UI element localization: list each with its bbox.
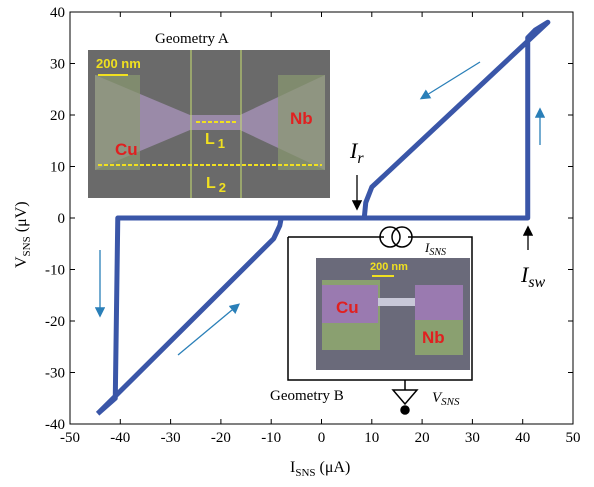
length-subscript: 2 [219,180,226,195]
material-label: Nb [422,328,445,347]
svg-text:ISNS(μA): ISNS(μA) [290,459,350,479]
svg-text:VSNS(μV): VSNS (μV) [13,201,33,268]
y-tick-label: -20 [45,314,65,330]
annotation-subscript: r [357,150,364,167]
y-axis-label: V [13,256,30,268]
y-tick-label: -40 [45,417,65,433]
x-tick-label: 20 [415,430,430,446]
length-label: L [205,131,215,148]
y-tick-label: 30 [50,57,65,73]
annotation-subscript: sw [528,274,545,291]
x-tick-label: 0 [318,430,326,446]
x-axis-unit: (μA) [320,459,351,476]
x-tick-label: 30 [465,430,480,446]
y-tick-label: 0 [58,211,66,227]
chart: -50-40-30-20-1001020304050-40-30-20-1001… [0,0,594,487]
material-label: Cu [115,140,138,159]
svg-text:Ir: Ir [349,138,364,167]
y-tick-label: 40 [50,5,65,21]
svg-text:VSNS: VSNS [432,390,460,408]
y-axis-subscript: SNS [21,236,33,256]
annotation-subscript: SNS [429,247,446,258]
annotation-subscript: SNS [441,396,460,408]
y-tick-label: -10 [45,263,65,279]
y-axis-unit: (μV) [13,201,30,232]
x-tick-label: -10 [261,430,281,446]
x-tick-label: -20 [211,430,231,446]
inset-title: Geometry B [270,388,344,404]
length-label: L [206,175,216,192]
material-label: Cu [336,298,359,317]
scale-label: 200 nm [96,56,141,71]
y-tick-label: -30 [45,366,65,382]
svg-text:ISNS: ISNS [424,240,446,258]
x-axis-subscript: SNS [295,467,315,479]
scale-label: 200 nm [370,261,408,273]
length-subscript: 1 [218,136,225,151]
x-tick-label: -30 [161,430,181,446]
x-tick-label: -40 [110,430,130,446]
inset-b-image: 200 nm Cu Nb [316,258,470,370]
material-label: Nb [290,109,313,128]
y-tick-label: 20 [50,108,65,124]
x-tick-label: 50 [566,430,581,446]
x-tick-label: 40 [515,430,530,446]
svg-text:Isw: Isw [520,262,546,291]
inset-title: Geometry A [155,31,229,47]
y-tick-label: 10 [50,160,65,176]
x-tick-label: 10 [364,430,379,446]
